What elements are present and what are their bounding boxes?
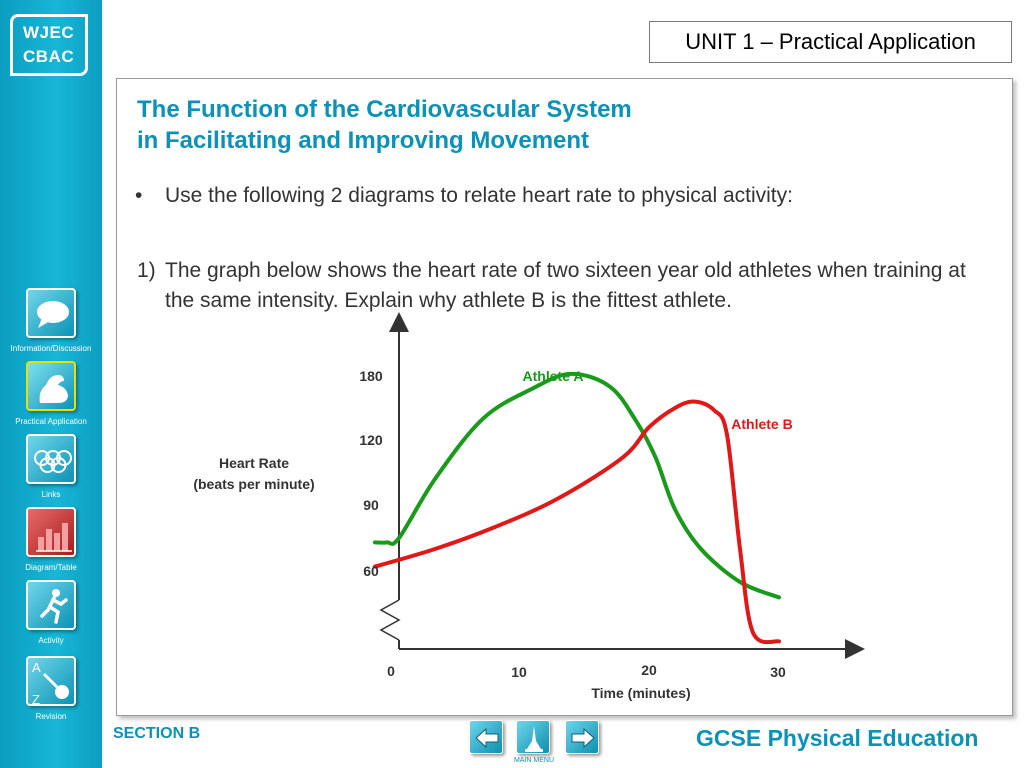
svg-text:A: A xyxy=(32,660,41,675)
left-arrow-icon xyxy=(475,727,499,749)
y-tick-label: 180 xyxy=(359,368,383,384)
olympic-rings-icon[interactable] xyxy=(26,434,76,484)
sidebar: WJEC CBAC Information/Discussion Practic… xyxy=(0,0,102,768)
content-panel xyxy=(116,78,1013,716)
sidebar-item-practical-application[interactable]: Practical Application xyxy=(0,361,102,426)
sidebar-item-label: Information/Discussion xyxy=(10,344,92,353)
forward-button[interactable] xyxy=(565,720,599,754)
question-number: 1) xyxy=(137,259,156,282)
sidebar-item-label: Revision xyxy=(35,712,67,721)
unit-title: UNIT 1 – Practical Application xyxy=(649,21,1012,63)
svg-text:Z: Z xyxy=(32,692,40,706)
bullet-text: Use the following 2 diagrams to relate h… xyxy=(165,184,793,207)
sidebar-item-activity[interactable]: Activity xyxy=(0,580,102,645)
sidebar-item-label: Practical Application xyxy=(15,417,87,426)
flexed-arm-icon[interactable] xyxy=(26,361,76,411)
speech-bubble-icon[interactable] xyxy=(26,288,76,338)
y-axis-label-line1: Heart Rate xyxy=(219,455,289,471)
main-menu-label: MAIN MENU xyxy=(513,757,555,764)
x-tick-label: 30 xyxy=(770,664,786,680)
bullet-marker: • xyxy=(135,184,143,207)
y-axis-label-line2: (beats per minute) xyxy=(193,476,314,492)
x-tick-label: 10 xyxy=(511,664,527,680)
bar-chart-icon[interactable] xyxy=(26,507,76,557)
logo-line2: CBAC xyxy=(23,47,75,66)
runner-icon[interactable] xyxy=(26,580,76,630)
y-axis-break xyxy=(379,599,401,641)
y-tick-label: 90 xyxy=(363,497,379,513)
page-title: The Function of the Cardiovascular Syste… xyxy=(137,94,837,156)
y-tick-label: 120 xyxy=(359,432,383,448)
question-text: The graph below shows the heart rate of … xyxy=(165,259,966,312)
main-menu-button[interactable] xyxy=(516,720,550,754)
legend-athlete-b: Athlete B xyxy=(731,416,792,432)
sidebar-item-diagram-table[interactable]: Diagram/Table xyxy=(0,507,102,572)
y-tick-label: 60 xyxy=(363,563,379,579)
logo-line1: WJEC xyxy=(23,23,75,42)
sidebar-item-label: Links xyxy=(41,490,61,499)
sidebar-item-links[interactable]: Links xyxy=(0,434,102,499)
wjec-cbac-logo: WJEC CBAC xyxy=(10,14,88,76)
x-axis-label: Time (minutes) xyxy=(591,685,690,701)
series-line-athlete-b xyxy=(373,399,781,645)
section-label: SECTION B xyxy=(113,725,201,742)
x-tick-label: 0 xyxy=(387,663,395,679)
course-brand: GCSE Physical Education xyxy=(696,725,979,751)
back-button[interactable] xyxy=(469,720,503,754)
sidebar-item-label: Diagram/Table xyxy=(25,563,77,572)
main-menu-icon xyxy=(525,726,543,752)
title-line-1: The Function of the Cardiovascular Syste… xyxy=(137,96,632,123)
sidebar-item-label: Activity xyxy=(38,636,64,645)
title-line-2: in Facilitating and Improving Movement xyxy=(137,127,590,154)
x-tick-label: 20 xyxy=(641,662,657,678)
sidebar-item-information-discussion[interactable]: Information/Discussion xyxy=(0,288,102,353)
legend-athlete-a: Athlete A xyxy=(523,368,584,384)
series-line-athlete-a xyxy=(373,371,781,600)
right-arrow-icon xyxy=(571,727,595,749)
question-1: 1) The graph below shows the heart rate … xyxy=(137,256,967,316)
